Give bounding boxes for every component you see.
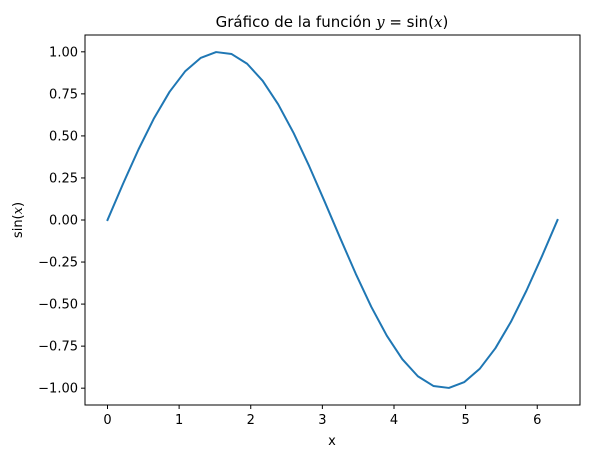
x-tick-label: 3 xyxy=(318,413,326,428)
series-line xyxy=(106,51,559,389)
y-tick-label: −0.25 xyxy=(38,256,78,271)
y-axis-label: sin(x) xyxy=(11,202,26,238)
y-tick-label: 0.50 xyxy=(49,129,78,144)
chart-title: Gráfico de la función y = sin(x) xyxy=(216,13,449,31)
y-tick-label: 0.75 xyxy=(49,87,78,102)
y-tick-label: 1.00 xyxy=(49,45,78,60)
x-tick-label: 6 xyxy=(533,413,541,428)
y-tick-label: −1.00 xyxy=(38,382,78,397)
y-tick-label: −0.75 xyxy=(38,340,78,355)
y-tick-label: 0.25 xyxy=(49,171,78,186)
x-axis-label: x xyxy=(328,434,336,449)
x-tick-label: 5 xyxy=(461,413,469,428)
y-tick-label: −0.50 xyxy=(38,298,78,313)
x-tick-label: 2 xyxy=(247,413,255,428)
x-tick-label: 0 xyxy=(103,413,111,428)
y-axis-ticks: −1.00 −0.75 −0.50 −0.25 0.00 0.25 0.50 0.75 1.00 xyxy=(38,45,85,397)
x-axis-ticks: 0 1 2 3 4 5 6 xyxy=(103,405,541,428)
x-tick-label: 1 xyxy=(175,413,183,428)
x-tick-label: 4 xyxy=(390,413,398,428)
series-layer xyxy=(106,51,559,389)
y-tick-label: 0.00 xyxy=(49,214,78,229)
